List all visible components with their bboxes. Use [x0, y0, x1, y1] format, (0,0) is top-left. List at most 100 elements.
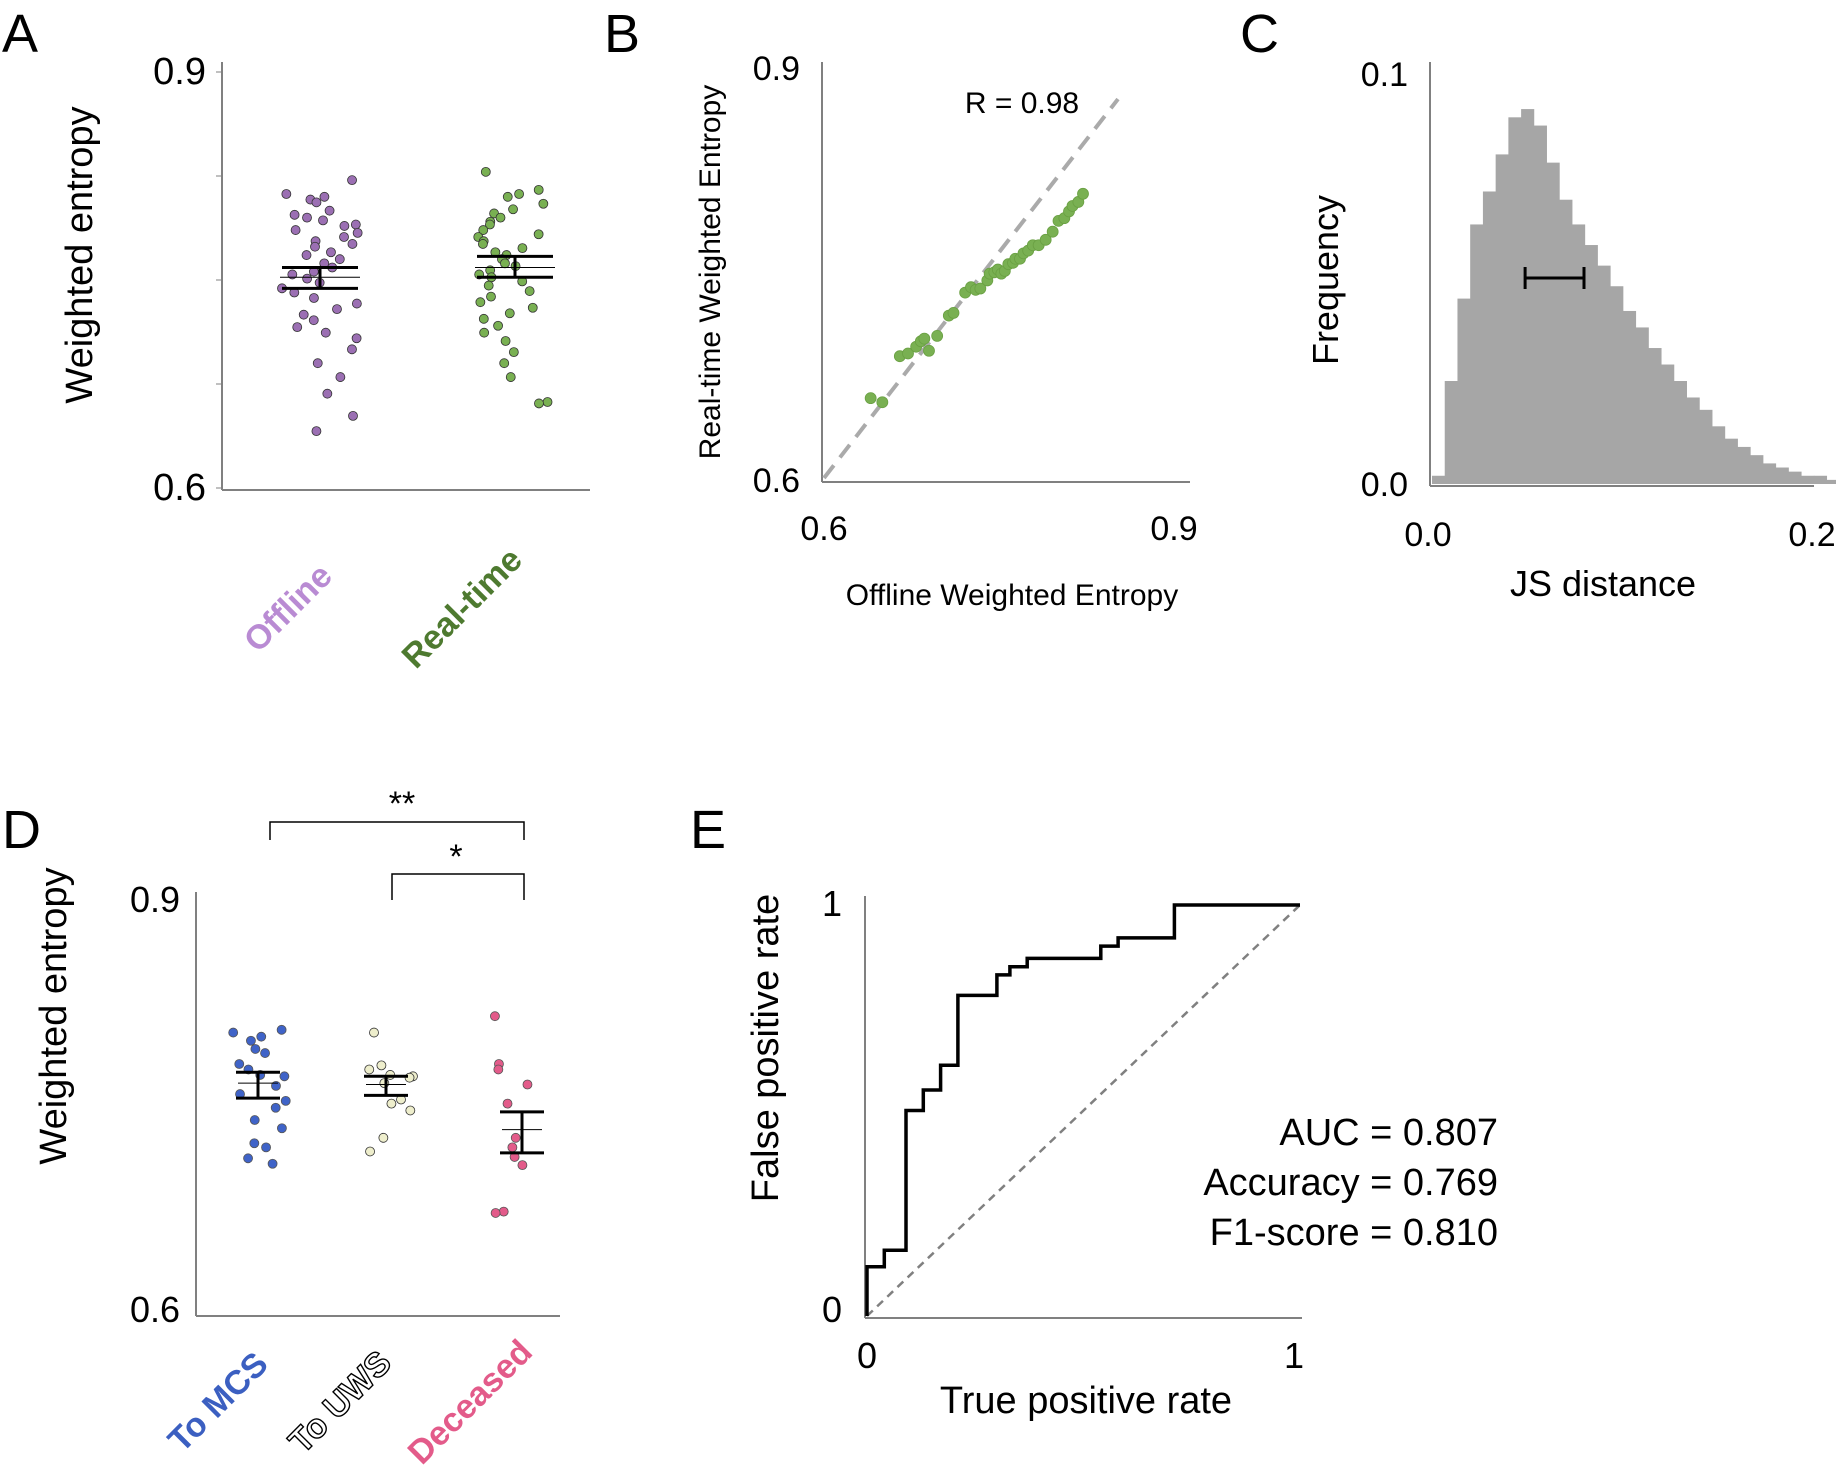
panel-e-roc-curve: [865, 903, 1300, 1316]
panel-a-point-realtime: [477, 239, 488, 249]
panel-a-point-offline: [298, 309, 309, 320]
panel-a-point-realtime: [478, 225, 489, 235]
panel-b-point: [876, 396, 889, 409]
panel-a-point-realtime: [480, 166, 491, 177]
panel-c-ytick-top: 0.1: [1361, 56, 1408, 94]
panel-a-ylabel: Weighted entropy: [59, 106, 101, 403]
panel-a-point-offline: [347, 175, 357, 186]
panel-a-point-offline: [287, 269, 298, 280]
panel-a-point-offline: [339, 232, 349, 242]
panel-b-ylabel: Real-time Weighted Entropy: [694, 85, 727, 460]
panel-d-point-uws: [369, 1027, 379, 1038]
panel-e-plot: [864, 896, 1302, 1319]
panel-a-point-realtime: [505, 372, 516, 382]
panel-c-hist-bar: [1584, 245, 1598, 484]
panel-d-point-uws: [405, 1105, 416, 1116]
panel-c-hist-bar: [1673, 381, 1687, 484]
panel-c-plot: [1429, 62, 1836, 487]
panel-e-ytick-bottom: 0: [822, 1289, 842, 1330]
panel-d-point-deceased: [498, 1206, 509, 1217]
panel-b-point: [974, 282, 987, 295]
panel-a-point-offline: [339, 221, 350, 231]
panel-d-point-mcs: [277, 1123, 287, 1134]
panel-a-point-offline: [311, 197, 322, 208]
panel-a-point-offline: [281, 189, 292, 199]
panel-a-point-offline: [348, 410, 358, 421]
panel-e-ylabel: False positive rate: [745, 894, 787, 1202]
panel-a: A Weighted entropy 0.9 0.6 Offline Real-…: [2, 4, 590, 676]
panel-d-point-deceased: [490, 1208, 501, 1218]
panel-d-point-mcs: [228, 1027, 239, 1038]
panel-d-ytick-bottom: 0.6: [130, 1289, 180, 1330]
panel-c-hist-bar: [1572, 224, 1586, 484]
panel-c-hist-bar: [1826, 479, 1836, 484]
panel-d-point-deceased: [517, 1160, 528, 1171]
panel-a-point-realtime: [517, 243, 528, 254]
panel-c-hist-bar: [1648, 348, 1662, 484]
panel-c-hist-bar: [1635, 327, 1649, 484]
panel-b: B Real-time Weighted Entropy 0.9 0.6 0.6…: [604, 4, 1198, 612]
panel-b-point: [1046, 225, 1059, 238]
panel-e-metric-f1: F1-score = 0.810: [1210, 1212, 1498, 1254]
panel-d-point-deceased: [490, 1011, 500, 1022]
panel-a-point-realtime: [542, 397, 553, 407]
panel-a-point-offline: [350, 219, 361, 230]
panel-b-point: [923, 344, 935, 357]
panel-a-point-offline: [302, 273, 313, 284]
panel-b-xtick-left: 0.6: [800, 510, 847, 548]
panel-d-ytick-top: 0.9: [130, 879, 180, 920]
panel-a-point-offline: [302, 212, 312, 223]
panel-e-ytick-top: 1: [822, 883, 842, 924]
panel-a-point-offline: [335, 372, 346, 382]
panel-c-ytick-bottom: 0.0: [1361, 466, 1408, 504]
panel-c-hist-bar: [1470, 224, 1484, 484]
panel-a-point-realtime: [486, 291, 496, 302]
panel-d-point-mcs: [243, 1153, 253, 1164]
panel-c-hist-bar: [1724, 438, 1738, 484]
panel-d: D Weighted entropy 0.9 0.6 To MCS To UWS…: [2, 785, 560, 1472]
panel-d-point-mcs: [280, 1096, 291, 1106]
panel-c-hist-bar: [1775, 467, 1789, 484]
panel-d-point-mcs: [276, 1024, 287, 1035]
panel-a-point-offline: [290, 225, 301, 235]
panel-a-point-realtime: [500, 258, 510, 269]
panel-c-hist-bar: [1444, 381, 1458, 484]
panel-a-point-offline: [351, 298, 362, 309]
panel-a-point-realtime: [499, 358, 510, 369]
panel-c-hist-bar: [1457, 298, 1471, 484]
panel-b-point: [947, 306, 960, 319]
panel-d-sig-outer: **: [389, 785, 415, 823]
panel-a-point-realtime: [508, 347, 519, 358]
panel-d-letter: D: [2, 800, 41, 860]
panel-d-point-mcs: [249, 1115, 260, 1125]
panel-c-hist-bar: [1762, 463, 1777, 484]
panel-a-point-offline: [326, 247, 336, 258]
panel-a-point-realtime: [500, 336, 511, 346]
panel-a-point-offline: [334, 254, 345, 265]
panel-c-xlabel: JS distance: [1510, 563, 1696, 604]
panel-a-point-offline: [308, 315, 319, 326]
panel-d-point-uws: [376, 1060, 387, 1071]
panel-d-point-mcs: [246, 1035, 256, 1046]
panel-e-xlabel: True positive rate: [940, 1380, 1232, 1422]
panel-a-point-offline: [309, 293, 319, 303]
panel-d-point-deceased: [510, 1132, 521, 1143]
panel-d-point-mcs: [260, 1048, 270, 1058]
panel-a-point-offline: [312, 358, 323, 369]
panel-b-letter: B: [604, 4, 640, 64]
panel-b-annotation: R = 0.98: [965, 87, 1079, 120]
panel-d-point-deceased: [493, 1064, 504, 1075]
panel-a-point-offline: [324, 205, 335, 216]
panel-c-xtick-right: 0.2: [1788, 516, 1835, 554]
panel-d-point-uws: [386, 1098, 397, 1109]
panel-a-point-realtime: [524, 286, 535, 296]
panel-c-hist-bar: [1813, 475, 1828, 484]
panel-b-ytick-top: 0.9: [753, 50, 800, 88]
panel-c-hist-bar: [1533, 125, 1547, 484]
panel-a-xtick-offline: Offline: [237, 557, 340, 660]
panel-a-point-realtime: [493, 320, 503, 331]
panel-b-point: [902, 347, 914, 360]
panel-d-point-mcs: [261, 1142, 271, 1153]
panel-c-hist-bar: [1661, 364, 1675, 484]
